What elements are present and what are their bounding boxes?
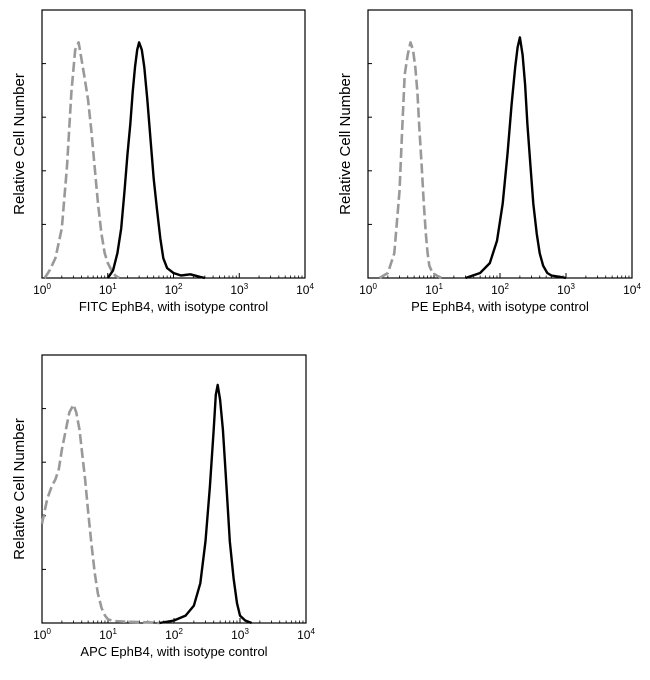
isotype-control-histogram (40, 403, 160, 625)
x-tick-label: 102 (165, 627, 183, 642)
isotype-control-histogram (378, 41, 443, 280)
x-axis-label: FITC EphB4, with isotype control (79, 299, 268, 314)
x-tick-label: 103 (231, 627, 249, 642)
x-tick-label: 104 (297, 627, 315, 642)
x-tick-label: 104 (296, 282, 314, 297)
x-tick-label: 101 (99, 627, 117, 642)
isotype-control-histogram (43, 41, 120, 280)
x-tick-label: 100 (33, 282, 51, 297)
y-axis-label: Relative Cell Number (337, 73, 354, 215)
ephb4-histogram (159, 383, 253, 625)
x-tick-label: 103 (230, 282, 248, 297)
plot-frame (41, 354, 307, 624)
x-axis-label: PE EphB4, with isotype control (411, 299, 589, 314)
y-axis-label: Relative Cell Number (11, 418, 28, 560)
plot-frame (41, 9, 306, 279)
x-tick-label: 102 (491, 282, 509, 297)
panel-pe: 100 101 102 103 104 PE EphB4, with isotype co… (337, 9, 641, 314)
x-tick-label: 104 (623, 282, 641, 297)
x-axis-label: APC EphB4, with isotype control (80, 644, 267, 659)
x-tick-label: 101 (425, 282, 443, 297)
ephb4-histogram (106, 41, 206, 280)
x-tick-label: 100 (359, 282, 377, 297)
panel-apc: 100 101 102 103 104 APC EphB4, with isotype c… (11, 354, 315, 659)
y-axis-label: Relative Cell Number (11, 73, 28, 215)
x-tick-label: 101 (99, 282, 117, 297)
x-tick-label: 100 (33, 627, 51, 642)
panel-fitc: 100 101 102 103 104 FITC EphB4, with isotype … (11, 9, 314, 314)
ephb4-histogram (465, 36, 567, 280)
x-tick-label: 102 (165, 282, 183, 297)
x-tick-label: 103 (557, 282, 575, 297)
